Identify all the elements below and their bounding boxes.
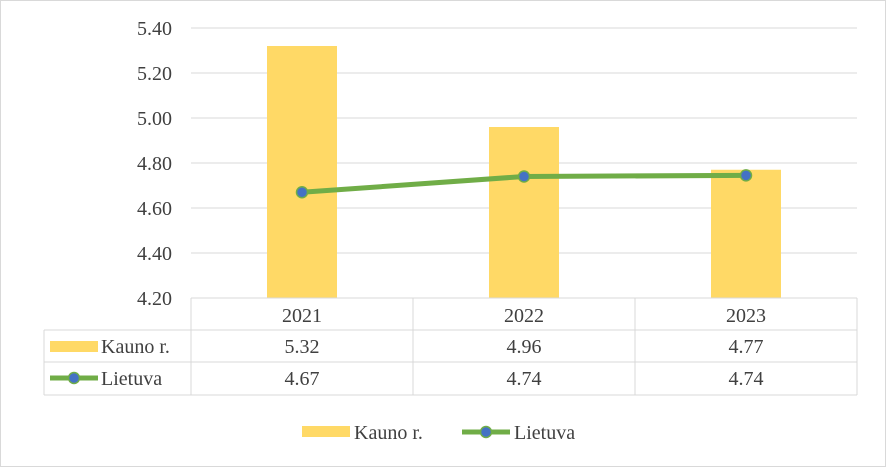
table-series-name: Lietuva xyxy=(101,368,162,390)
y-axis-ticks: 4.20 4.40 4.60 4.80 5.00 5.20 5.40 xyxy=(137,18,172,310)
legend-label: Lietuva xyxy=(514,422,575,444)
bar-2023 xyxy=(711,169,781,298)
y-tick-label: 5.20 xyxy=(137,63,172,85)
legend-label: Kauno r. xyxy=(354,422,423,444)
x-tick-label: 2023 xyxy=(726,305,766,327)
x-tick-label: 2022 xyxy=(504,305,544,327)
data-table: 2021 2022 2023 Kauno r. 5.32 4.96 4.77 Lietuva 4… xyxy=(43,297,858,396)
bar-2022 xyxy=(489,127,559,298)
x-tick-label: 2021 xyxy=(282,305,322,327)
y-tick-label: 4.20 xyxy=(137,288,172,310)
y-tick-label: 5.40 xyxy=(137,18,172,40)
table-key-marker xyxy=(67,371,81,385)
point-lietuva-2023 xyxy=(739,169,753,182)
table-value: 4.74 xyxy=(729,368,764,390)
legend-key-marker xyxy=(479,425,493,439)
table-value: 5.32 xyxy=(285,336,320,358)
point-lietuva-2022 xyxy=(517,170,531,183)
point-lietuva-2021 xyxy=(295,186,309,199)
table-value: 4.74 xyxy=(507,368,542,390)
y-tick-label: 4.40 xyxy=(137,243,172,265)
legend: Kauno r. Lietuva xyxy=(302,422,575,444)
y-tick-label: 5.00 xyxy=(137,108,172,130)
y-tick-label: 4.80 xyxy=(137,153,172,175)
table-series-name: Kauno r. xyxy=(101,336,170,358)
table-value: 4.67 xyxy=(285,368,320,390)
lines xyxy=(295,169,753,199)
legend-key-bar xyxy=(302,426,350,437)
table-value: 4.77 xyxy=(729,336,764,358)
table-value: 4.96 xyxy=(507,336,542,358)
table-key-bar xyxy=(50,341,98,352)
y-tick-label: 4.60 xyxy=(137,198,172,220)
bars xyxy=(267,46,781,298)
bar-2021 xyxy=(267,46,337,298)
